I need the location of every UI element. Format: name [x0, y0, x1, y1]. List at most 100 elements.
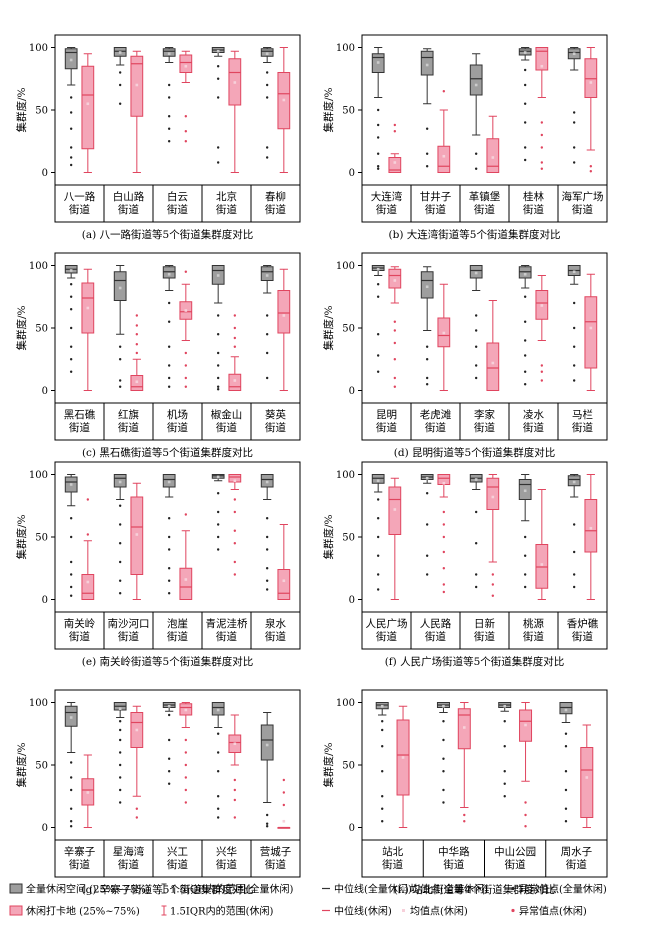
outlier-point [167, 535, 171, 539]
legend-item: 异常值点(全量休闲) [511, 883, 607, 896]
outlier-point [474, 364, 478, 367]
category-label: 凌水街道 [523, 408, 544, 434]
outlier-point [216, 732, 220, 735]
box-iqr [469, 64, 483, 96]
outlier-point [167, 364, 171, 367]
outlier-point [265, 333, 269, 336]
mean-point [118, 707, 122, 711]
category-label: 桂林街道 [523, 190, 544, 216]
box-iqr [162, 266, 176, 279]
legend-item: 全量休闲空间 (25%~75%) [9, 883, 150, 896]
mean-point [474, 83, 478, 87]
category-label-line: 周水子 [561, 846, 593, 858]
box-iqr [580, 747, 594, 818]
outlier-point [381, 728, 384, 732]
outlier-point [69, 156, 73, 159]
outlier-point [233, 816, 237, 819]
mean-point [135, 83, 139, 87]
outlier-point [167, 83, 171, 87]
mean-point [503, 704, 507, 708]
outlier-point [463, 820, 466, 823]
y-tick-label: 50 [342, 533, 355, 544]
box-all-leisure [469, 265, 483, 380]
category-label-line: 桃源 [523, 617, 544, 630]
y-tick-label: 100 [29, 470, 48, 481]
outlier-point [167, 592, 171, 595]
mean-point [442, 154, 446, 158]
mean-point [216, 274, 220, 277]
outlier-point [523, 68, 527, 72]
outlier-point [69, 807, 73, 810]
box-all-leisure [260, 474, 274, 591]
outlier-point [233, 345, 237, 348]
box-all-leisure [162, 47, 176, 143]
category-label-line: 八一路 [64, 190, 96, 203]
box-checkin [130, 482, 144, 600]
box-checkin [179, 513, 193, 600]
outlier-point [376, 295, 380, 298]
box-all-leisure [567, 47, 581, 164]
outlier-point [381, 795, 384, 798]
category-label-line: 泉水 [265, 617, 286, 630]
y-tick-label: 0 [349, 595, 355, 606]
category-label: 黑石礁街道 [64, 408, 96, 434]
category-label-line: 甘井子 [420, 190, 452, 203]
outlier-point [474, 510, 478, 514]
outlier-point [376, 535, 380, 539]
outlier-point [69, 326, 73, 330]
outlier-point [167, 345, 171, 348]
outlier-point [135, 351, 139, 355]
legend-item: 中位线(休闲) [322, 905, 392, 918]
outlier-point [393, 341, 397, 345]
box-all-leisure [162, 265, 176, 388]
category-label-line: 街道 [69, 858, 90, 871]
category-label: 八一路街道 [64, 190, 96, 216]
y-tick-label: 50 [35, 761, 48, 772]
outlier-point [523, 320, 527, 323]
box-checkin [457, 702, 471, 823]
outlier-point [69, 560, 73, 564]
outlier-point [376, 123, 380, 127]
category-label-line: 街道 [474, 421, 495, 434]
outlier-point [167, 517, 171, 520]
mean-point [118, 286, 122, 290]
legend-label: 中位线(休闲) [334, 905, 392, 918]
box-all-leisure [420, 266, 434, 386]
box-checkin [584, 47, 598, 173]
mean-point [585, 776, 589, 779]
outlier-point [572, 379, 576, 382]
y-tick-label: 0 [42, 823, 48, 834]
outlier-point [474, 573, 478, 576]
box-checkin [179, 702, 193, 804]
box-checkin [228, 50, 242, 173]
outlier-point [425, 127, 429, 130]
mean-point [523, 51, 527, 54]
outlier-point [118, 751, 122, 754]
category-label-line: 街道 [216, 858, 237, 871]
outlier-point [540, 167, 544, 170]
outlier-point [376, 283, 380, 286]
category-label-line: 街道 [118, 858, 139, 871]
outlier-point [184, 738, 188, 742]
outlier-point [233, 560, 237, 564]
y-tick-label: 0 [42, 595, 48, 606]
outlier-point [167, 376, 171, 380]
mean-point [393, 508, 397, 511]
outlier-point [442, 523, 446, 526]
box-all-leisure [436, 702, 450, 804]
outlier-point [265, 96, 269, 99]
outlier-point [442, 788, 445, 792]
category-label: 机场街道 [167, 408, 188, 434]
category-label: 北京街道 [216, 190, 237, 216]
outlier-point [572, 364, 576, 367]
outlier-point [69, 517, 73, 520]
mean-point [393, 161, 397, 164]
outlier-point [589, 170, 593, 173]
outlier-point [167, 301, 171, 305]
outlier-point [233, 778, 237, 782]
outlier-point [265, 822, 269, 825]
category-label-line: 日新 [474, 617, 495, 630]
category-label: 香炉礁街道 [567, 617, 599, 643]
box-checkin [228, 474, 242, 576]
